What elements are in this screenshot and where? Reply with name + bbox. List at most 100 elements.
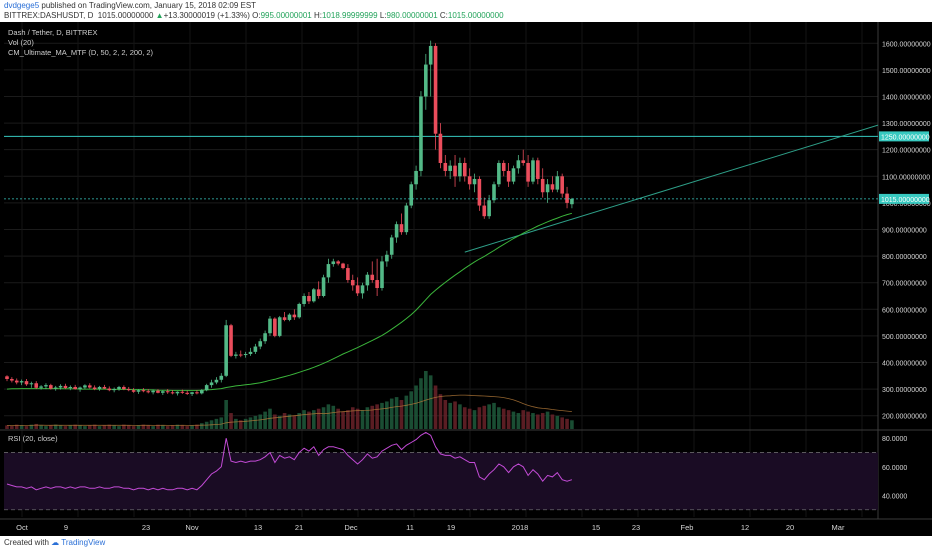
volume-bar — [458, 404, 462, 429]
volume-bar — [219, 417, 224, 429]
candle-body — [165, 391, 170, 393]
tradingview-brand[interactable]: TradingView — [61, 538, 106, 547]
rsi-tick-label: 40.0000 — [882, 494, 907, 501]
chart-area[interactable]: 1600.00000000 1500.00000000 1400.00000000 1… — [0, 22, 932, 536]
volume-bar — [185, 426, 189, 429]
candle-body — [570, 198, 574, 205]
candle-body — [389, 237, 394, 255]
candle-body — [492, 184, 496, 201]
candle-body — [458, 162, 462, 177]
author-name[interactable]: dvdgege5 — [4, 1, 40, 10]
x-tick-label: 21 — [295, 523, 303, 532]
candle-body — [360, 285, 365, 294]
candle-body — [287, 314, 292, 320]
volume-bar — [29, 424, 34, 429]
volume-bar — [380, 402, 384, 429]
candle-body — [263, 333, 267, 342]
volume-bar — [58, 425, 63, 429]
volume-bar — [443, 400, 448, 429]
candle-body — [526, 162, 530, 182]
candle-body — [238, 354, 243, 356]
x-tick-label: Feb — [681, 523, 694, 532]
volume-bar — [292, 415, 297, 429]
volume-bar — [180, 425, 185, 429]
candle-body — [87, 385, 92, 388]
candle-body — [399, 224, 404, 233]
candle-body — [433, 45, 438, 134]
candle-body — [258, 341, 263, 347]
chart-header: dvdgege5 published on TradingView.com, J… — [0, 0, 932, 22]
volume-bar — [331, 405, 336, 429]
candle-body — [58, 385, 63, 388]
volume-bar — [482, 405, 487, 429]
candle-body — [365, 274, 370, 286]
candle-body — [195, 392, 199, 394]
volume-bar — [78, 425, 82, 429]
candle-body — [243, 353, 248, 356]
volume-bar — [536, 414, 540, 429]
y-tick-label: 200.00000000 — [882, 414, 927, 421]
volume-bar — [34, 423, 39, 429]
volume-bar — [156, 424, 160, 429]
y-tick-label: 800.00000000 — [882, 254, 927, 261]
volume-bar — [346, 410, 350, 429]
volume-bar — [146, 425, 151, 429]
candle-body — [5, 376, 9, 379]
x-tick-label: 9 — [64, 523, 68, 532]
volume-bar — [385, 401, 389, 429]
candle-body — [370, 274, 375, 281]
candle-body — [209, 382, 214, 386]
volume-bar — [229, 413, 233, 429]
candle-body — [49, 385, 53, 389]
volume-bar — [141, 424, 146, 429]
volume-bar — [360, 410, 365, 429]
legend-title: Dash / Tether, D, BITTREX — [8, 28, 98, 37]
candle-body — [107, 388, 112, 391]
volume-bar — [97, 426, 102, 429]
y-tick-label: 600.00000000 — [882, 307, 927, 314]
volume-bar — [92, 424, 97, 429]
volume-bar — [224, 400, 228, 429]
candle-body — [321, 277, 326, 296]
y-tick-label: 1200.00000000 — [882, 148, 931, 155]
last-price: 1015.00000000 — [97, 11, 154, 20]
high-label: H: — [313, 11, 322, 20]
volume-bar — [136, 425, 141, 429]
x-tick-label: 23 — [632, 523, 640, 532]
low-label: L: — [379, 11, 387, 20]
legend-ma: CM_Ultimate_MA_MTF (D, 50, 2, 2, 200, 2) — [8, 48, 154, 57]
candle-body — [141, 390, 146, 392]
candle-body — [487, 200, 491, 217]
candle-body — [404, 205, 409, 233]
volume-bar — [248, 417, 253, 429]
volume-bar — [238, 420, 243, 429]
tradingview-cloud-icon: ☁ — [51, 538, 60, 547]
moving-average-line — [6, 212, 573, 391]
volume-bar — [462, 407, 467, 429]
candle-body — [97, 386, 102, 390]
y-tick-label: 400.00000000 — [882, 360, 927, 367]
volume-bar — [277, 415, 282, 429]
volume-bar — [161, 425, 165, 429]
rsi-tick-label: 80.0000 — [882, 436, 907, 443]
candle-body — [39, 386, 43, 388]
volume-bar — [389, 398, 394, 429]
candle-body — [282, 317, 287, 320]
last-price-tag — [879, 193, 929, 204]
volume-bar — [112, 425, 116, 429]
volume-bar — [131, 426, 136, 429]
volume-bar — [365, 407, 370, 429]
candle-body — [380, 261, 384, 289]
x-tick-label: 12 — [741, 523, 749, 532]
volume-bar — [492, 402, 496, 429]
candle-body — [161, 391, 165, 393]
candle-body — [229, 325, 233, 356]
chart-svg[interactable]: 1600.00000000 1500.00000000 1400.00000000 1… — [0, 22, 932, 536]
publish-info: dvdgege5 published on TradingView.com, J… — [4, 1, 256, 10]
volume-bar — [19, 425, 24, 429]
price-pane: 1600.00000000 1500.00000000 1400.00000000 1… — [0, 22, 932, 519]
candle-body — [234, 354, 238, 356]
volume-bar — [399, 400, 404, 429]
trendline — [464, 124, 879, 253]
candle-body — [555, 176, 560, 190]
